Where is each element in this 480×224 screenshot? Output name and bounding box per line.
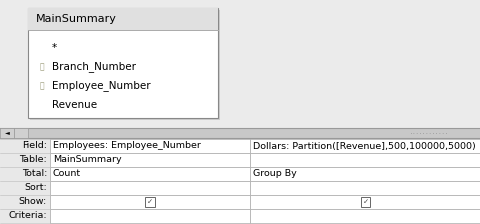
Text: Employees: Employee_Number: Employees: Employee_Number bbox=[53, 142, 201, 151]
Bar bbox=[50, 153, 250, 167]
Bar bbox=[50, 181, 250, 195]
Bar bbox=[145, 197, 154, 207]
Text: Criteria:: Criteria: bbox=[8, 211, 47, 220]
Bar bbox=[250, 139, 480, 153]
Text: ............: ............ bbox=[409, 130, 448, 135]
Text: Show:: Show: bbox=[19, 198, 47, 207]
Text: *: * bbox=[52, 43, 57, 53]
Bar bbox=[250, 209, 480, 223]
Bar bbox=[14, 128, 28, 138]
Bar bbox=[28, 8, 217, 30]
Bar bbox=[250, 153, 480, 167]
Bar bbox=[0, 128, 14, 138]
Text: Sort:: Sort: bbox=[24, 183, 47, 192]
Bar bbox=[50, 139, 250, 153]
Bar bbox=[0, 0, 480, 127]
Text: MainSummary: MainSummary bbox=[53, 155, 121, 164]
Bar bbox=[30, 10, 219, 120]
Bar bbox=[250, 195, 480, 209]
Text: ◄: ◄ bbox=[5, 131, 9, 136]
Text: Count: Count bbox=[53, 170, 81, 179]
Bar bbox=[250, 181, 480, 195]
Text: Revenue: Revenue bbox=[52, 100, 97, 110]
Bar bbox=[0, 138, 480, 224]
Text: Field:: Field: bbox=[22, 142, 47, 151]
Text: 🔑: 🔑 bbox=[40, 62, 44, 71]
Text: Table:: Table: bbox=[19, 155, 47, 164]
Bar bbox=[0, 138, 50, 223]
Bar bbox=[50, 167, 250, 181]
Text: Employee_Number: Employee_Number bbox=[52, 81, 150, 91]
Text: Total:: Total: bbox=[22, 170, 47, 179]
Bar bbox=[50, 209, 250, 223]
Bar bbox=[50, 195, 250, 209]
Bar bbox=[250, 167, 480, 181]
Text: ✓: ✓ bbox=[146, 199, 153, 205]
Text: ✓: ✓ bbox=[362, 199, 368, 205]
Bar bbox=[360, 197, 369, 207]
Text: 🔑: 🔑 bbox=[40, 82, 44, 90]
Bar bbox=[28, 8, 217, 118]
Text: MainSummary: MainSummary bbox=[36, 14, 117, 24]
Text: Branch_Number: Branch_Number bbox=[52, 62, 136, 72]
Text: Group By: Group By bbox=[252, 170, 296, 179]
Bar bbox=[0, 128, 480, 138]
Text: Dollars: Partition([Revenue],500,100000,5000): Dollars: Partition([Revenue],500,100000,… bbox=[252, 142, 475, 151]
